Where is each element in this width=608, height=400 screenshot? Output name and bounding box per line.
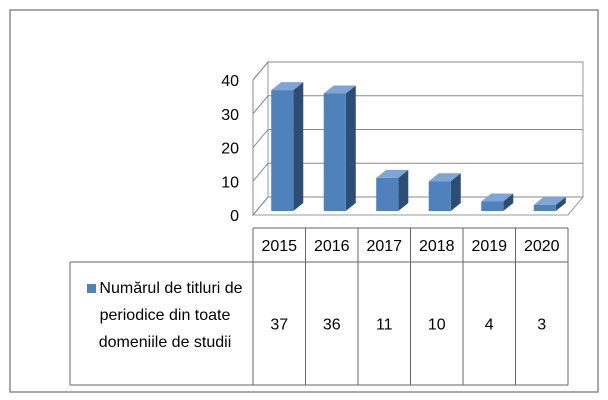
bar-top [533,196,566,205]
y-tick-label: 20 [221,141,239,158]
bar [323,93,346,211]
grid-line [252,129,583,148]
table-value: 3 [537,317,546,334]
grid-line [252,162,583,182]
x-tick-label: 2020 [524,238,560,255]
bar-top [481,193,514,202]
y-tick-label: 0 [230,208,239,225]
bar-side [503,193,514,211]
legend-swatch [87,284,97,294]
bar-side [555,196,566,211]
table-value: 37 [270,317,288,334]
bar [481,201,504,211]
table-value: 36 [323,317,341,334]
y-tick-label: 30 [221,107,239,124]
table-value: 10 [428,317,446,334]
bar-top [271,82,304,91]
grid-line [252,95,583,115]
y-tick-label: 10 [221,174,239,191]
bar-top [323,85,356,94]
y-tick-label: 40 [221,73,239,90]
bar-side [293,82,304,211]
x-tick-label: 2017 [366,238,402,255]
x-tick-label: 2015 [261,238,297,255]
grid-line [252,61,583,81]
bar [271,90,294,211]
x-tick-label: 2018 [419,238,455,255]
grid-line [252,196,583,216]
bar-side [345,85,356,211]
legend: Numărul de titluri de periodice din toat… [80,275,250,356]
bar-top [376,169,409,178]
bar-side [450,173,461,211]
x-tick-label: 2019 [471,238,507,255]
table-value: 4 [485,317,494,334]
bar [376,177,399,211]
bar [428,181,451,211]
bar [533,204,556,211]
x-tick-label: 2016 [314,238,350,255]
bar-top [428,173,461,182]
legend-label: Numărul de titluri de periodice din toat… [98,280,243,351]
table-value: 11 [376,317,393,334]
bar-side [398,169,409,211]
